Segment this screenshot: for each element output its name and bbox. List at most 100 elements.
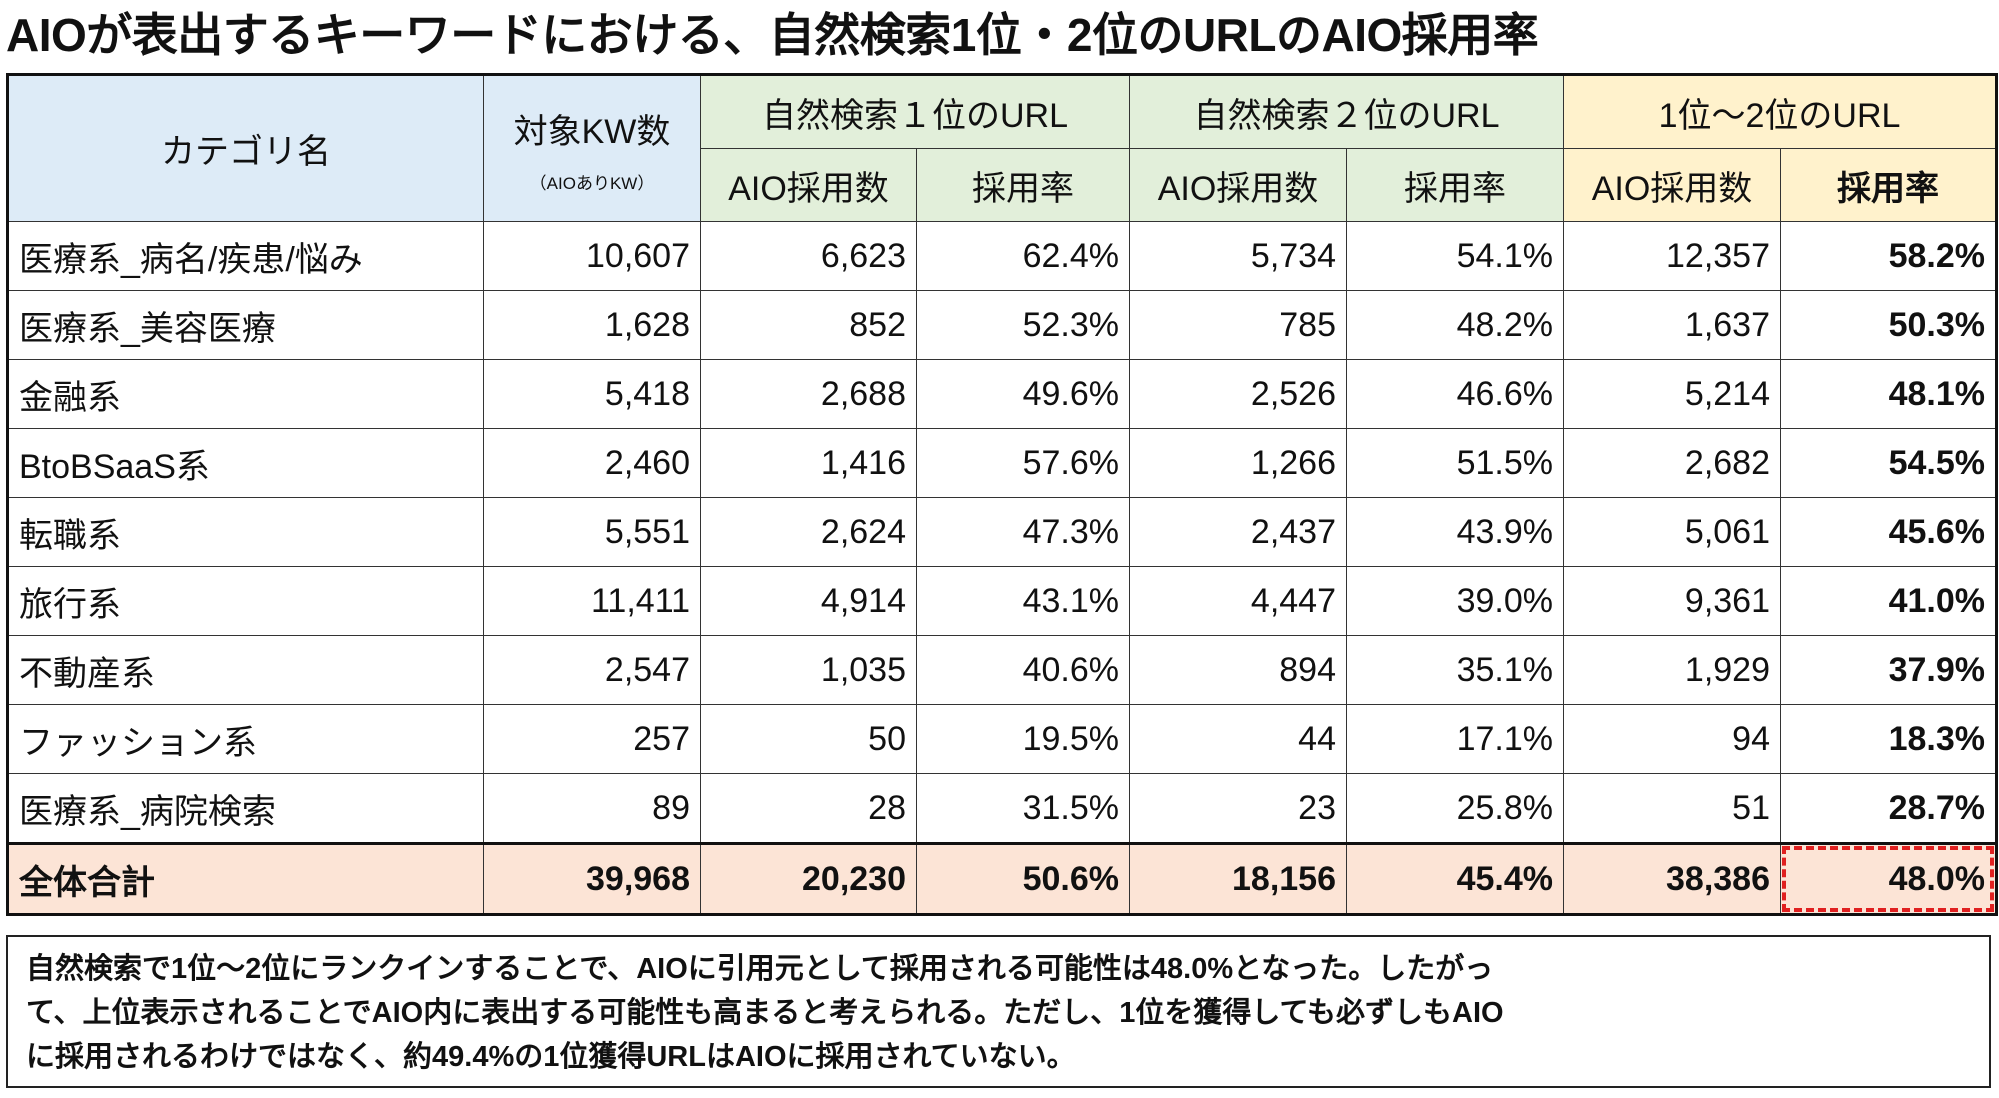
cell-r2-rate: 51.5% xyxy=(1346,428,1564,498)
header-rank1-2-url: 1位～2位のURL xyxy=(1563,74,1997,149)
cell-r12-count: 2,682 xyxy=(1563,428,1781,498)
cell-r12-rate: 41.0% xyxy=(1780,566,1997,636)
header-kw-count-label: 対象KW数 xyxy=(513,112,671,151)
cell-kw: 1,628 xyxy=(483,290,701,360)
cell-kw: 5,551 xyxy=(483,497,701,567)
cell-r1-rate: 52.3% xyxy=(916,290,1130,360)
cell-category: 医療系_病名/疾患/悩み xyxy=(7,221,484,291)
table-row: 医療系_病院検索 89 28 31.5% 23 25.8% 51 28.7% xyxy=(7,773,1997,844)
cell-category: 転職系 xyxy=(7,497,484,567)
cell-r2-rate: 25.8% xyxy=(1346,773,1564,844)
cell-r1-rate: 40.6% xyxy=(916,635,1130,705)
cell-kw: 2,460 xyxy=(483,428,701,498)
total-row: 全体合計 39,968 20,230 50.6% 18,156 45.4% 38… xyxy=(7,842,1997,915)
header-r12-adopt-count: AIO採用数 xyxy=(1563,148,1781,222)
cell-kw: 257 xyxy=(483,704,701,774)
cell-category: 金融系 xyxy=(7,359,484,429)
cell-kw: 2,547 xyxy=(483,635,701,705)
cell-r1-count: 852 xyxy=(700,290,917,360)
cell-r12-count: 5,061 xyxy=(1563,497,1781,567)
header-kw-count-sub: （AIOありKW） xyxy=(529,173,655,193)
header-rank2-url: 自然検索２位のURL xyxy=(1129,74,1564,149)
total-r1-rate: 50.6% xyxy=(916,842,1130,915)
total-r2-rate: 45.4% xyxy=(1346,842,1564,915)
cell-r12-rate: 28.7% xyxy=(1780,773,1997,844)
table-row: ファッション系 257 50 19.5% 44 17.1% 94 18.3% xyxy=(7,704,1997,774)
summary-note: 自然検索で1位～2位にランクインすることで、AIOに引用元として採用される可能性… xyxy=(6,935,1991,1088)
table-row: 旅行系 11,411 4,914 43.1% 4,447 39.0% 9,361 41.0% xyxy=(7,566,1997,636)
header-kw-count: 対象KW数 （AIOありKW） xyxy=(483,74,701,222)
total-category: 全体合計 xyxy=(7,842,484,915)
header-rank1-url: 自然検索１位のURL xyxy=(700,74,1130,149)
cell-r1-rate: 19.5% xyxy=(916,704,1130,774)
table-row: 転職系 5,551 2,624 47.3% 2,437 43.9% 5,061 45.6% xyxy=(7,497,1997,567)
cell-r1-count: 6,623 xyxy=(700,221,917,291)
cell-r12-rate: 50.3% xyxy=(1780,290,1997,360)
cell-r12-rate: 45.6% xyxy=(1780,497,1997,567)
total-r1-count: 20,230 xyxy=(700,842,917,915)
cell-r2-rate: 54.1% xyxy=(1346,221,1564,291)
cell-category: BtoBSaaS系 xyxy=(7,428,484,498)
cell-r12-rate: 58.2% xyxy=(1780,221,1997,291)
cell-r2-count: 5,734 xyxy=(1129,221,1347,291)
header-r2-adopt-count: AIO採用数 xyxy=(1129,148,1347,222)
total-kw: 39,968 xyxy=(483,842,701,915)
table-row: 医療系_美容医療 1,628 852 52.3% 785 48.2% 1,637 50.3% xyxy=(7,290,1997,360)
cell-r12-rate: 54.5% xyxy=(1780,428,1997,498)
cell-r12-count: 1,929 xyxy=(1563,635,1781,705)
cell-r12-rate: 18.3% xyxy=(1780,704,1997,774)
cell-kw: 10,607 xyxy=(483,221,701,291)
header-r2-adopt-rate: 採用率 xyxy=(1346,148,1564,222)
header-r1-adopt-count: AIO採用数 xyxy=(700,148,917,222)
note-line: て、上位表示されることでAIO内に表出する可能性も高まると考えられる。ただし、1… xyxy=(26,997,1504,1029)
cell-r2-count: 894 xyxy=(1129,635,1347,705)
cell-kw: 11,411 xyxy=(483,566,701,636)
cell-r1-count: 2,688 xyxy=(700,359,917,429)
cell-r12-rate: 37.9% xyxy=(1780,635,1997,705)
cell-kw: 5,418 xyxy=(483,359,701,429)
cell-r2-rate: 43.9% xyxy=(1346,497,1564,567)
header-r12-adopt-rate: 採用率 xyxy=(1780,148,1997,222)
cell-r1-rate: 57.6% xyxy=(916,428,1130,498)
cell-r2-rate: 39.0% xyxy=(1346,566,1564,636)
cell-r12-count: 94 xyxy=(1563,704,1781,774)
page-title: AIOが表出するキーワードにおける、自然検索1位・2位のURLのAIO採用率 xyxy=(6,9,1539,61)
cell-category: 医療系_病院検索 xyxy=(7,773,484,844)
cell-category: 不動産系 xyxy=(7,635,484,705)
cell-r12-count: 12,357 xyxy=(1563,221,1781,291)
cell-r1-count: 50 xyxy=(700,704,917,774)
cell-category: ファッション系 xyxy=(7,704,484,774)
cell-r1-count: 1,035 xyxy=(700,635,917,705)
cell-r2-count: 785 xyxy=(1129,290,1347,360)
cell-r2-rate: 46.6% xyxy=(1346,359,1564,429)
cell-category: 旅行系 xyxy=(7,566,484,636)
total-r12-rate-highlighted: 48.0% xyxy=(1780,842,1997,915)
cell-r2-count: 44 xyxy=(1129,704,1347,774)
cell-r1-rate: 47.3% xyxy=(916,497,1130,567)
table-row: BtoBSaaS系 2,460 1,416 57.6% 1,266 51.5% 2,682 5… xyxy=(7,428,1997,498)
cell-r2-count: 2,437 xyxy=(1129,497,1347,567)
cell-r12-rate: 48.1% xyxy=(1780,359,1997,429)
cell-r2-count: 4,447 xyxy=(1129,566,1347,636)
cell-r2-count: 2,526 xyxy=(1129,359,1347,429)
cell-r1-rate: 62.4% xyxy=(916,221,1130,291)
cell-r12-count: 1,637 xyxy=(1563,290,1781,360)
total-r2-count: 18,156 xyxy=(1129,842,1347,915)
cell-r2-count: 1,266 xyxy=(1129,428,1347,498)
cell-r1-count: 28 xyxy=(700,773,917,844)
cell-category: 医療系_美容医療 xyxy=(7,290,484,360)
header-category: カテゴリ名 xyxy=(7,74,484,222)
table-row: 金融系 5,418 2,688 49.6% 2,526 46.6% 5,214 48.1% xyxy=(7,359,1997,429)
cell-r1-count: 1,416 xyxy=(700,428,917,498)
note-line: 自然検索で1位～2位にランクインすることで、AIOに引用元として採用される可能性… xyxy=(26,953,1494,985)
header-r1-adopt-rate: 採用率 xyxy=(916,148,1130,222)
cell-r2-rate: 48.2% xyxy=(1346,290,1564,360)
adoption-rate-table: カテゴリ名 対象KW数 （AIOありKW） 自然検索１位のURL 自然検索２位の… xyxy=(6,73,1998,916)
cell-r1-count: 4,914 xyxy=(700,566,917,636)
cell-r1-rate: 43.1% xyxy=(916,566,1130,636)
cell-r12-count: 9,361 xyxy=(1563,566,1781,636)
cell-r1-rate: 49.6% xyxy=(916,359,1130,429)
cell-r12-count: 51 xyxy=(1563,773,1781,844)
cell-r1-count: 2,624 xyxy=(700,497,917,567)
total-r12-count: 38,386 xyxy=(1563,842,1781,915)
